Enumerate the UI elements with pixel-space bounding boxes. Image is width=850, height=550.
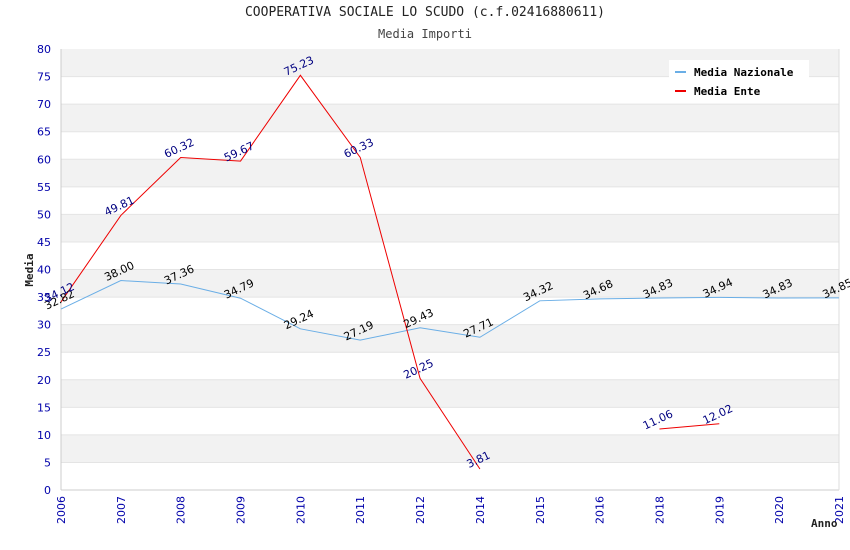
series-line: [659, 423, 720, 430]
x-tick-label: 2016: [594, 496, 607, 524]
grid-band: [61, 379, 839, 408]
y-tick-label: 25: [37, 346, 51, 359]
y-tick-label: 45: [37, 236, 51, 249]
grid-band: [61, 159, 839, 187]
x-axis-label: Anno: [811, 517, 838, 530]
y-tick-label: 5: [44, 456, 51, 469]
x-tick-label: 2006: [55, 496, 68, 524]
series-line: [60, 280, 840, 341]
chart-title: COOPERATIVA SOCIALE LO SCUDO (c.f.024168…: [244, 5, 606, 20]
chart-subtitle: Media Importi: [378, 27, 472, 41]
x-tick-label: 2021: [833, 496, 846, 524]
x-tick-label: 2018: [653, 496, 666, 524]
grid-band: [61, 104, 839, 132]
y-tick-label: 65: [37, 126, 51, 139]
x-tick-label: 2020: [773, 496, 786, 524]
grid-band: [61, 434, 839, 463]
x-tick-label: 2015: [534, 496, 547, 524]
x-tick-label: 2011: [354, 496, 367, 524]
y-tick-label: 80: [37, 43, 51, 56]
y-tick-label: 20: [37, 374, 51, 387]
x-tick-label: 2010: [294, 496, 307, 524]
y-tick-label: 75: [37, 71, 51, 84]
y-tick-label: 50: [37, 208, 51, 221]
y-tick-label: 60: [37, 153, 51, 166]
y-tick-label: 0: [44, 484, 51, 497]
legend-label: Media Nazionale: [694, 66, 794, 79]
y-tick-label: 55: [37, 181, 51, 194]
y-tick-label: 40: [37, 264, 51, 277]
series-line: [60, 74, 481, 470]
y-tick-label: 70: [37, 98, 51, 111]
grid-band: [61, 214, 839, 242]
data-label: 11.06: [641, 407, 675, 432]
x-tick-label: 2019: [713, 496, 726, 524]
series-lines: [60, 74, 840, 470]
y-tick-labels: 0 5 10 15 20 25 30 35 40 45 50 55 60 65 70 75 80: [37, 43, 51, 497]
x-tick-label: 2007: [115, 496, 128, 524]
y-tick-label: 35: [37, 291, 51, 304]
axes: [60, 49, 840, 491]
x-tick-label: 2009: [235, 496, 248, 524]
legend-label: Media Ente: [694, 85, 761, 98]
x-tick-label: 2008: [175, 496, 188, 524]
legend: Media Nazionale Media Ente: [669, 60, 809, 100]
data-label: 60.32: [162, 136, 196, 161]
grid-band: [61, 269, 839, 298]
legend-box: [669, 60, 809, 100]
y-tick-label: 15: [37, 401, 51, 414]
y-tick-label: 30: [37, 319, 51, 332]
data-label: 20.25: [402, 357, 436, 382]
x-tick-label: 2014: [474, 496, 487, 524]
x-tick-label: 2012: [414, 496, 427, 524]
grid-band: [61, 324, 839, 353]
y-axis-label: Media: [23, 253, 36, 286]
y-tick-label: 10: [37, 429, 51, 442]
x-tick-labels: 2006 2007 2008 2009 2010 2011 2012 2014 2015 2016…: [55, 496, 846, 524]
grid-bands: [61, 49, 839, 491]
